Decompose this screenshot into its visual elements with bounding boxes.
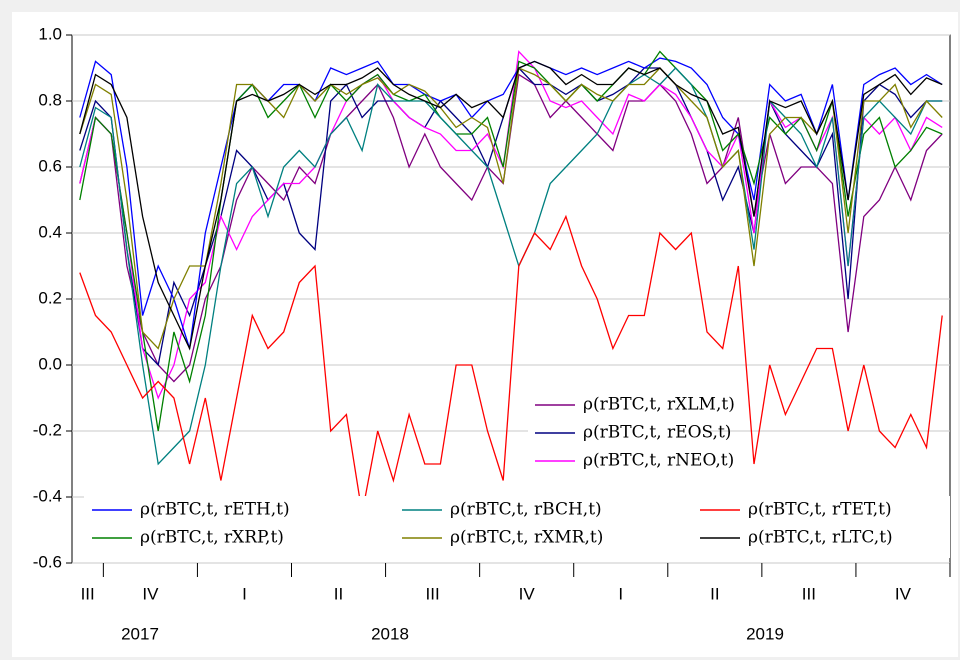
legend-label: ρ(rBTC,t, rBCH,t)	[450, 500, 602, 520]
y-tick-label: -0.2	[33, 420, 62, 439]
series-line	[79, 214, 943, 514]
legend-label: ρ(rBTC,t, rEOS,t)	[583, 423, 731, 443]
lines	[79, 50, 943, 514]
legend-label: ρ(rBTC,t, rXRP,t)	[140, 528, 284, 548]
y-tick-label: -0.6	[33, 552, 62, 571]
x-tick-label: III	[426, 584, 440, 603]
legend-label: ρ(rBTC,t, rTET,t)	[748, 500, 892, 520]
year-label: 2018	[371, 624, 409, 643]
y-tick-label: -0.4	[33, 486, 62, 505]
year-label: 2019	[746, 624, 784, 643]
x-tick-label: I	[618, 584, 623, 603]
y-tick-label: 0.0	[38, 354, 62, 373]
legend-label: ρ(rBTC,t, rETH,t)	[140, 500, 290, 520]
x-tick-label: I	[242, 584, 247, 603]
year-label: 2017	[121, 624, 159, 643]
legend-label: ρ(rBTC,t, rXMR,t)	[450, 528, 603, 548]
x-tick-label: IV	[519, 584, 536, 603]
y-tick-label: 0.8	[38, 90, 62, 109]
y-tick-label: 0.2	[38, 288, 62, 307]
y-tick-label: 1.0	[38, 24, 62, 43]
legend-box	[84, 496, 950, 558]
x-tick-label: III	[802, 584, 816, 603]
x-tick-label: II	[710, 584, 719, 603]
y-tick-label: 0.6	[38, 156, 62, 175]
x-tick-label: III	[81, 584, 95, 603]
series-line	[79, 60, 943, 351]
x-tick-label: II	[334, 584, 343, 603]
legend-label: ρ(rBTC,t, rNEO,t)	[583, 451, 734, 471]
x-tick-label: IV	[895, 584, 912, 603]
legend: ρ(rBTC,t, rXLM,t) ρ(rBTC,t, rEOS,t) ρ(rBTC…	[84, 391, 950, 558]
y-tick-label: 0.4	[38, 222, 62, 241]
legend-label: ρ(rBTC,t, rXLM,t)	[583, 395, 735, 415]
series-line	[79, 67, 943, 466]
x-tick-label: IV	[142, 584, 159, 603]
series-line	[79, 67, 943, 350]
legend-label: ρ(rBTC,t, rLTC,t)	[748, 528, 893, 548]
series-line	[79, 57, 943, 349]
series-line	[79, 50, 943, 400]
